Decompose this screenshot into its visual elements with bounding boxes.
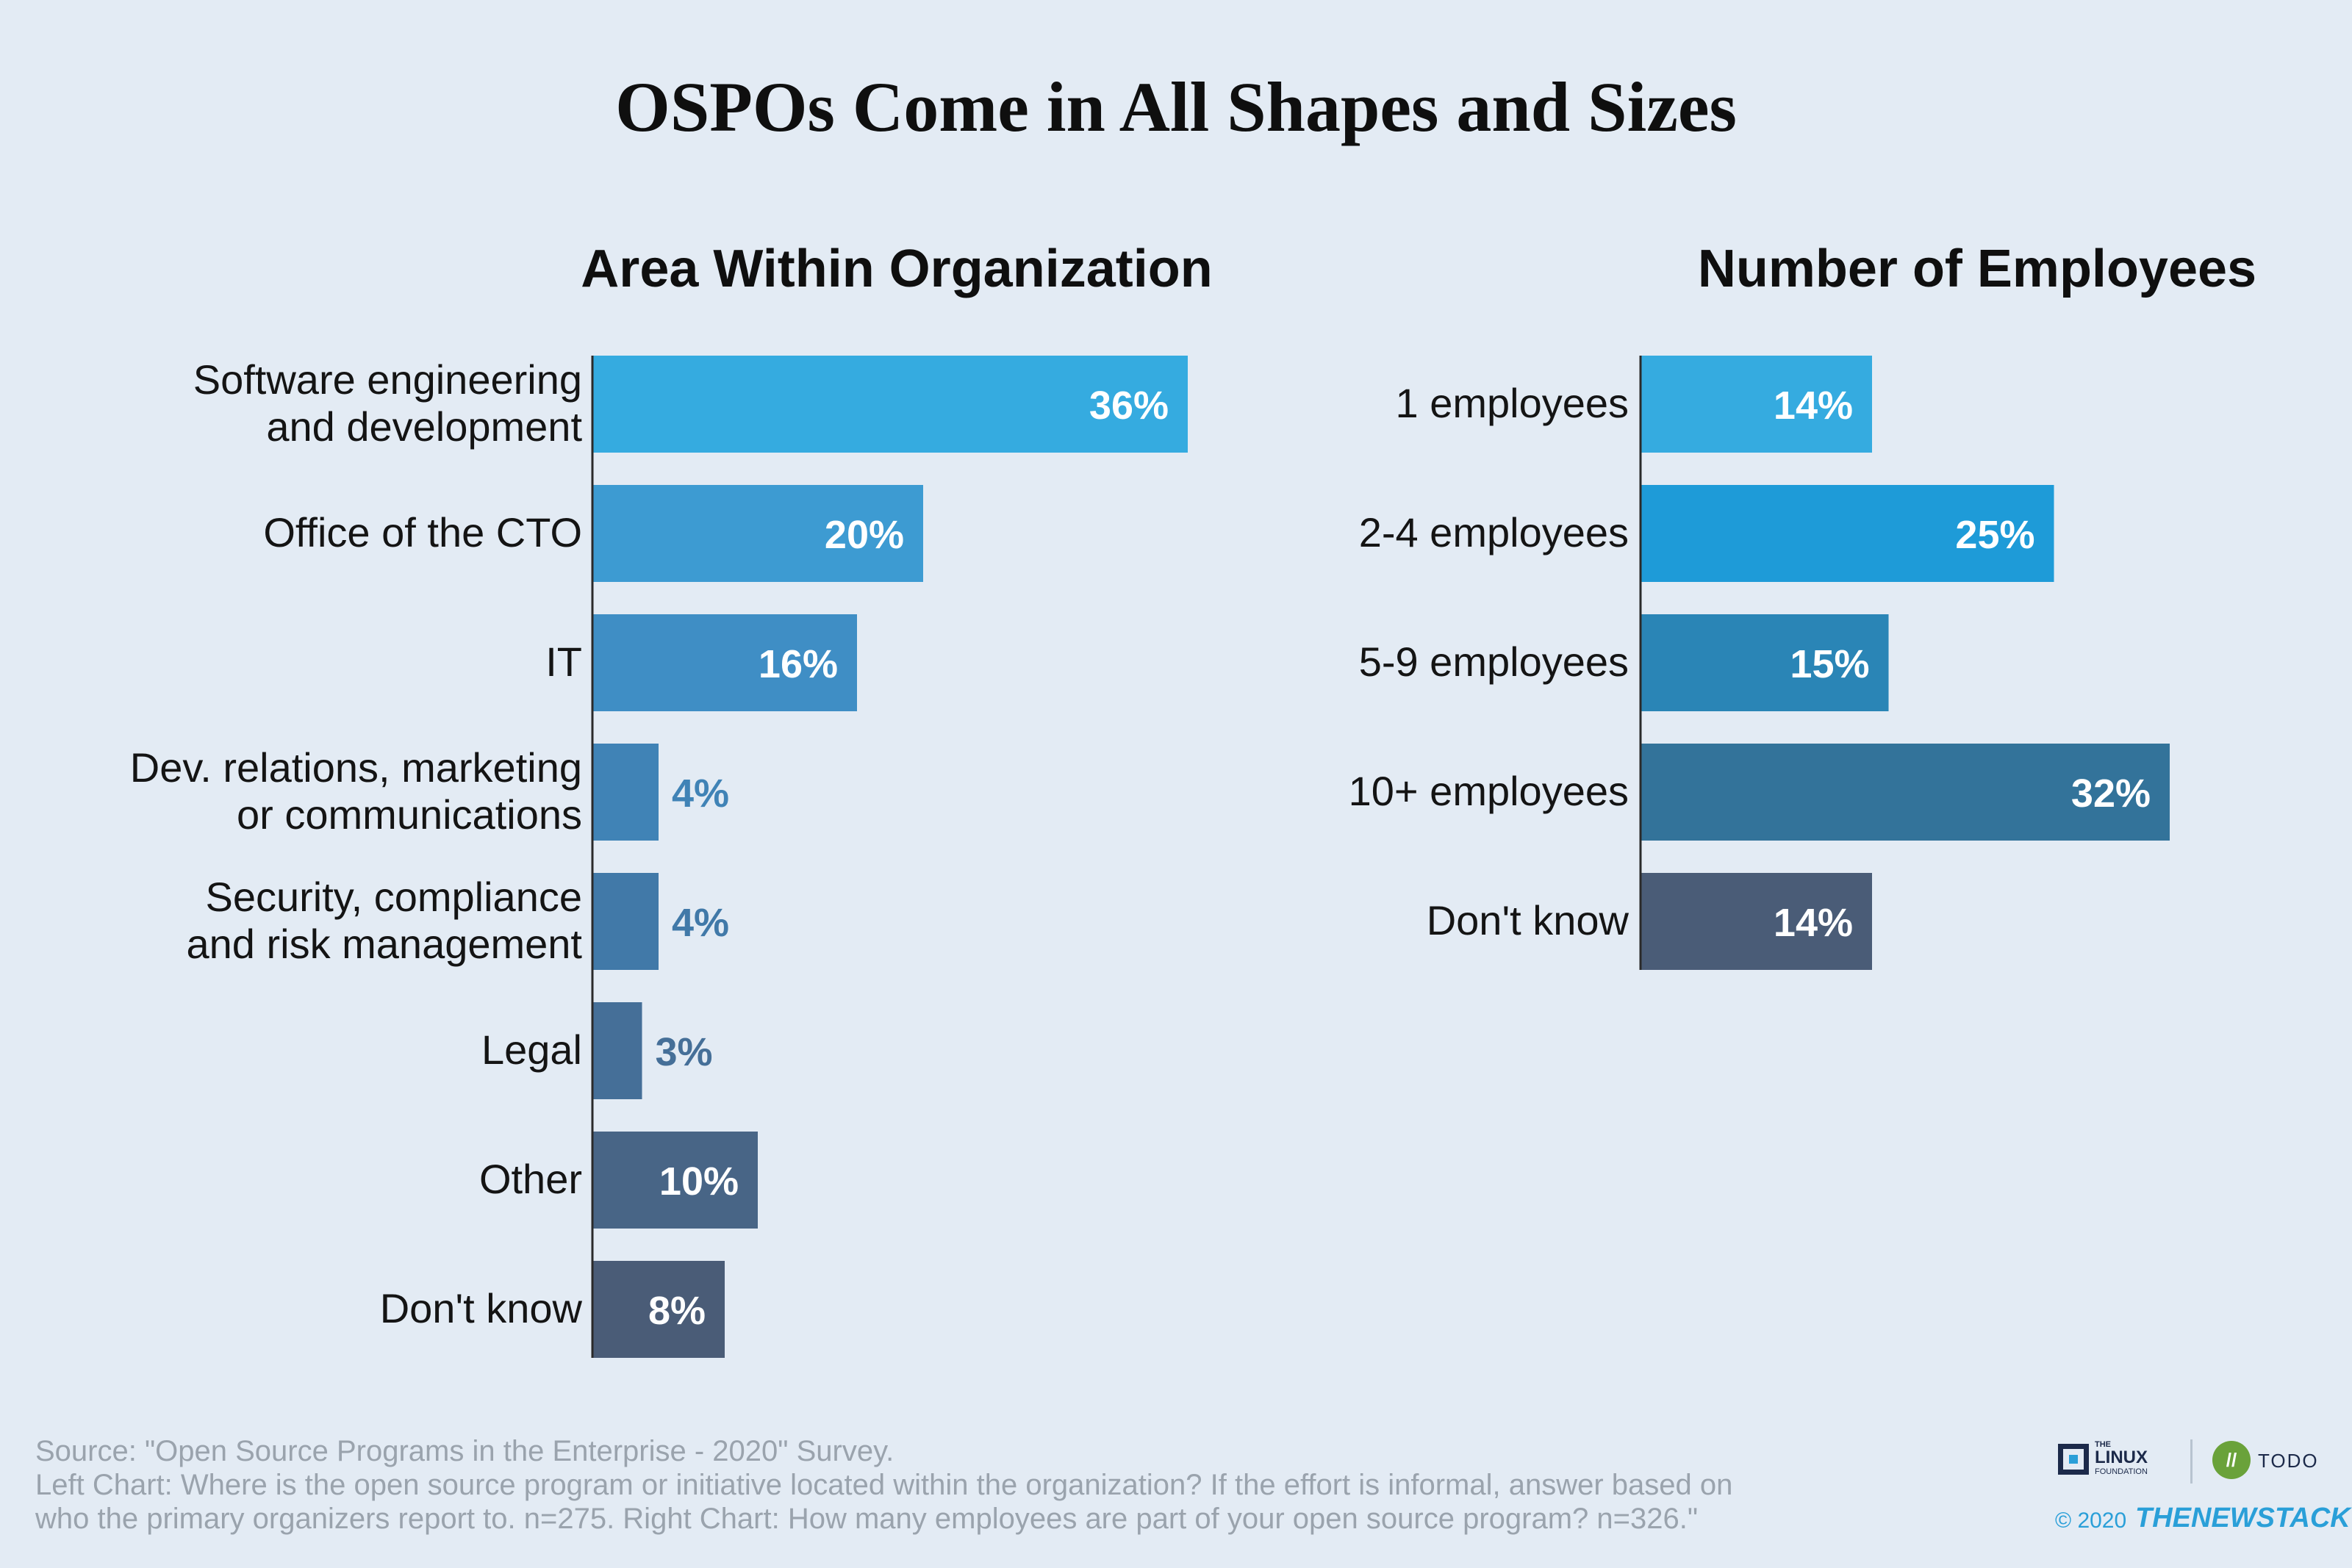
source-note: Source: "Open Source Programs in the Ent… <box>35 1435 894 1467</box>
bar <box>592 1002 642 1099</box>
category-label: Dev. relations, marketing <box>130 744 582 791</box>
category-label: Other <box>479 1156 582 1202</box>
value-label: 14% <box>1774 901 1853 945</box>
bar <box>592 873 659 970</box>
category-label: 5-9 employees <box>1359 639 1629 685</box>
category-label: and development <box>266 403 582 450</box>
category-label: Office of the CTO <box>263 509 582 555</box>
right-chart-title: Number of Employees <box>1697 240 2257 298</box>
bar <box>1641 873 1872 970</box>
main-title: OSPOs Come in All Shapes and Sizes <box>615 68 1737 146</box>
question-note-line1: Left Chart: Where is the open source pro… <box>35 1469 1733 1501</box>
value-label: 15% <box>1790 642 1869 686</box>
bar <box>1641 485 2054 582</box>
category-label: and risk management <box>186 921 582 967</box>
value-label: 14% <box>1774 384 1853 428</box>
bar <box>1641 744 2170 841</box>
value-label: 8% <box>648 1289 706 1333</box>
value-label: 3% <box>656 1030 713 1074</box>
category-label: IT <box>545 639 582 685</box>
todo-logo-text: TODO <box>2258 1450 2319 1472</box>
bar <box>592 744 659 841</box>
linux-foundation-logo-icon <box>2058 1444 2089 1475</box>
category-label: Don't know <box>1427 897 1629 943</box>
category-label: or communications <box>237 791 582 838</box>
category-label: Software engineering <box>193 356 582 403</box>
value-label: 25% <box>1955 513 2034 557</box>
value-label: 10% <box>659 1159 739 1204</box>
linux-foundation-logo: THE LINUX <box>2095 1440 2148 1467</box>
category-label: 10+ employees <box>1349 768 1629 814</box>
logo-divider <box>2190 1439 2193 1484</box>
bar <box>592 614 857 711</box>
question-note-line2: who the primary organizers report to. n=… <box>35 1503 1699 1535</box>
linux-foundation-sub: FOUNDATION <box>2095 1467 2148 1476</box>
bar <box>1641 614 1889 711</box>
category-label: Legal <box>481 1026 582 1073</box>
value-label: 4% <box>672 772 729 816</box>
todo-logo-icon: // <box>2212 1441 2251 1479</box>
bar <box>592 1261 725 1358</box>
value-label: 36% <box>1089 384 1169 428</box>
category-label: 1 employees <box>1395 380 1629 426</box>
category-label: Security, compliance <box>205 874 582 920</box>
logos: THE LINUX FOUNDATION // TODO © 2020 THEN… <box>2051 1436 2351 1547</box>
bar <box>592 1132 758 1229</box>
value-label: 4% <box>672 901 729 945</box>
bar <box>592 356 1188 453</box>
category-label: 2-4 employees <box>1359 509 1629 555</box>
the-new-stack-logo: THENEWSTACK <box>2135 1503 2351 1533</box>
bar <box>1641 356 1872 453</box>
copyright: © 2020 <box>2055 1508 2127 1533</box>
value-label: 20% <box>825 513 904 557</box>
value-label: 32% <box>2071 772 2151 816</box>
category-label: Don't know <box>380 1285 583 1331</box>
bar <box>592 485 923 582</box>
left-chart-title: Area Within Organization <box>581 240 1213 298</box>
value-label: 16% <box>759 642 838 686</box>
